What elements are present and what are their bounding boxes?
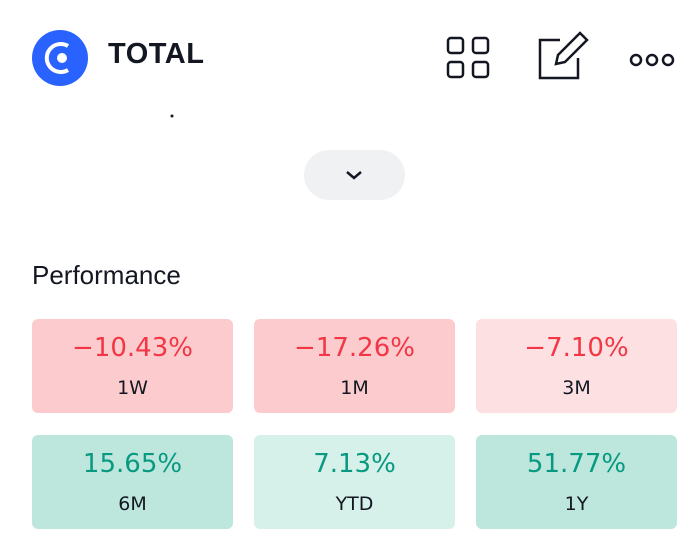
perf-period: 1M xyxy=(340,377,369,399)
more-icon[interactable] xyxy=(629,53,675,67)
edit-icon[interactable] xyxy=(538,31,589,80)
perf-value: 15.65% xyxy=(82,449,183,479)
symbol-title: TOTAL xyxy=(108,38,205,70)
header-graphics xyxy=(32,30,675,200)
perf-period: 6M xyxy=(118,493,147,515)
perf-value: 51.77% xyxy=(526,449,627,479)
perf-period: 1W xyxy=(117,377,148,399)
perf-period: 1Y xyxy=(564,493,589,515)
section-title: Performance xyxy=(32,260,181,290)
perf-value: 7.13% xyxy=(313,449,396,479)
perf-cell[interactable]: −17.26% 1M xyxy=(254,319,455,413)
perf-cell[interactable]: −10.43% 1W xyxy=(32,319,233,413)
expand-button[interactable] xyxy=(304,150,405,200)
perf-value: −7.10% xyxy=(524,333,629,363)
perf-value: −17.26% xyxy=(294,333,415,363)
perf-value: −10.43% xyxy=(72,333,193,363)
perf-cell[interactable]: −7.10% 3M xyxy=(476,319,677,413)
perf-period: YTD xyxy=(335,493,374,515)
layout-icon[interactable] xyxy=(446,36,490,79)
perf-period: 3M xyxy=(562,377,591,399)
perf-cell[interactable]: 7.13% YTD xyxy=(254,435,455,529)
perf-cell[interactable]: 15.65% 6M xyxy=(32,435,233,529)
perf-cell[interactable]: 51.77% 1Y xyxy=(476,435,677,529)
